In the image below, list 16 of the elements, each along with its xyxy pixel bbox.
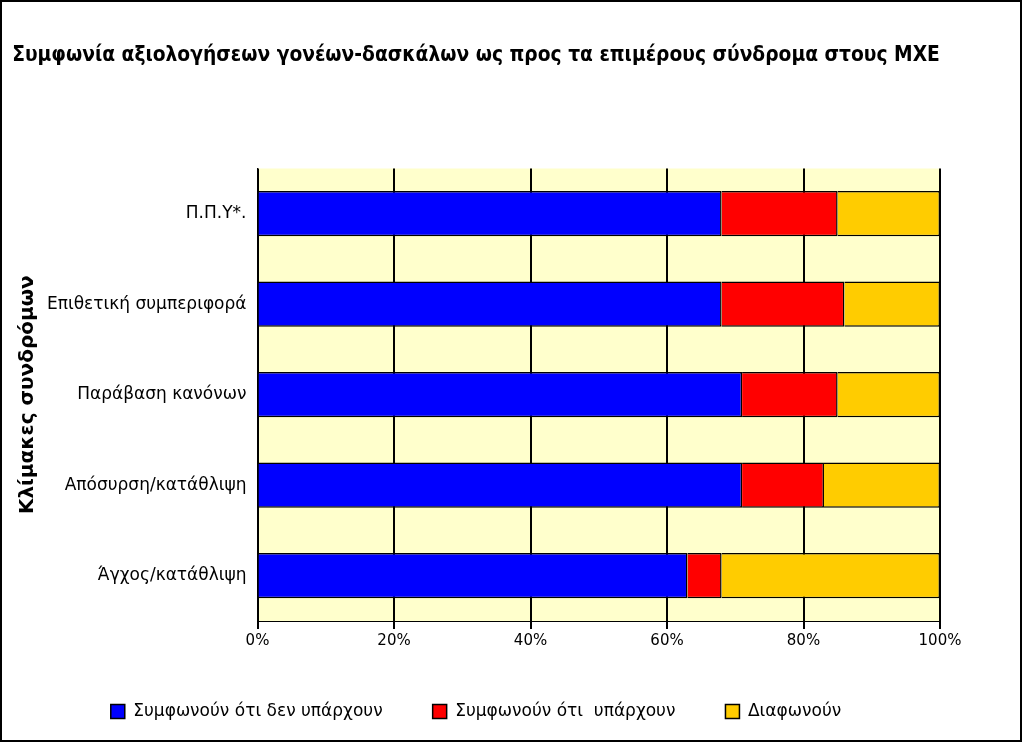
x-tick-label: 60%: [650, 630, 684, 649]
legend-label: Συμφωνούν ότι υπάρχουν: [455, 699, 676, 720]
y-tick-label: Π.Π.Υ*.: [185, 202, 247, 223]
y-tick-label: Άγχος/κατάθλιψη: [97, 564, 247, 585]
y-tick-label: Επιθετική συμπεριφορά: [46, 292, 247, 313]
x-tick-label: 80%: [786, 630, 821, 649]
legend-label: Διαφωνούν: [747, 699, 842, 720]
x-tick-label: 100%: [918, 630, 962, 649]
x-tick-label: 0%: [245, 630, 270, 649]
x-tick-label: 20%: [377, 630, 411, 649]
y-tick-label: Παράβαση κανόνων: [77, 383, 247, 404]
y-tick-label: Απόσυρση/κατάθλιψη: [64, 473, 247, 494]
y-axis-title: Κλίμακες συνδρόμων: [14, 275, 39, 515]
x-tick-label: 40%: [513, 630, 548, 649]
legend-label: Συμφωνούν ότι δεν υπάρχουν: [133, 699, 383, 720]
chart-title: Συμφωνία αξιολογήσεων γονέων-δασκάλων ως προς τα επιμέρους σύνδρομα στους ΜΧΕ: [12, 40, 940, 67]
